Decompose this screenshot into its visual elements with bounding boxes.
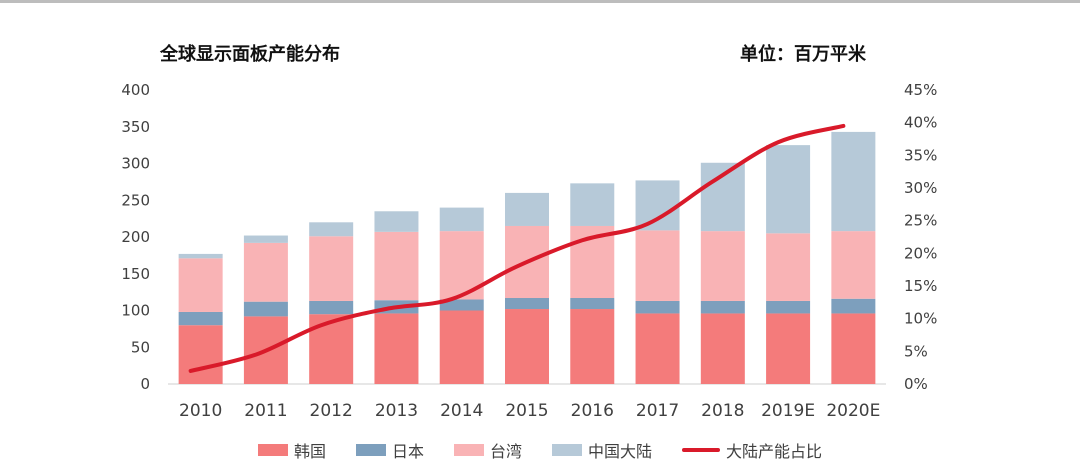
x-axis-tick-label: 2011: [244, 401, 287, 421]
bar-segment: [831, 231, 876, 299]
bar-segment: [505, 192, 549, 226]
chart-title: 全球显示面板产能分布: [160, 44, 340, 65]
bar-segment: [243, 301, 288, 317]
x-axis-tick-label: 2014: [440, 401, 483, 421]
bar-segment: [374, 313, 419, 384]
bar-segment: [243, 235, 288, 243]
y-axis-tick-label: 350: [121, 118, 150, 136]
bar-segment: [178, 258, 223, 312]
bar-segment: [570, 309, 615, 384]
y2-axis-tick-label: 35%: [904, 146, 937, 164]
chart-legend: 韩国 日本 台湾 中国大陆 大陆产能占比: [0, 438, 1080, 462]
bar-segment: [635, 230, 680, 301]
unit-label: 单位：百万平米: [740, 44, 866, 65]
x-axis-tick-label: 2020E: [826, 401, 880, 421]
bar-segment: [700, 300, 745, 314]
y-axis-tick-label: 0: [140, 375, 150, 393]
bar-segment: [570, 183, 615, 226]
bar-segment: [439, 299, 484, 311]
legend-swatch: [552, 444, 582, 456]
bar-segment: [700, 313, 745, 384]
bar-segment: [178, 253, 223, 259]
bar-segment: [635, 300, 680, 314]
bar-segment: [766, 233, 811, 301]
x-axis-tick-label: 2017: [636, 401, 679, 421]
bar-segment: [374, 211, 419, 232]
legend-label: 大陆产能占比: [726, 442, 823, 461]
y2-axis-tick-label: 45%: [904, 81, 937, 99]
legend-item: 韩国: [257, 438, 326, 462]
legend-swatch: [355, 444, 386, 456]
legend-label: 韩国: [293, 442, 326, 461]
y-axis-tick-label: 250: [121, 191, 150, 209]
y2-axis-tick-label: 30%: [904, 179, 937, 197]
bar-segment: [766, 300, 811, 314]
bar-segment: [374, 231, 419, 301]
x-axis-tick-label: 2010: [179, 401, 222, 421]
bar-segment: [766, 313, 811, 384]
bar-segment: [439, 310, 484, 384]
y2-axis-tick-label: 40%: [904, 114, 937, 132]
bar-segment: [700, 231, 745, 301]
x-axis-tick-label: 2016: [571, 401, 614, 421]
bar-segment: [309, 300, 354, 315]
y2-axis-tick-label: 10%: [904, 310, 937, 328]
legend-swatch: [257, 444, 288, 456]
legend-item: 中国大陆: [552, 438, 652, 462]
legend-label: 中国大陆: [588, 442, 653, 461]
y-axis-tick-label: 300: [121, 155, 150, 173]
bar-segment: [635, 313, 680, 384]
bar-segment: [635, 180, 680, 231]
bar-segment: [439, 207, 484, 232]
y-axis-tick-label: 50: [131, 338, 150, 356]
y-axis-tick-label: 150: [121, 265, 150, 283]
x-axis-tick-label: 2018: [701, 401, 744, 421]
legend-item: 日本: [355, 438, 424, 462]
bar-segment: [831, 131, 876, 232]
bar-segment: [505, 298, 549, 310]
y2-axis-tick-label: 25%: [904, 212, 937, 230]
bar-segment: [570, 298, 615, 310]
bar-segment: [309, 314, 354, 384]
x-axis-tick-label: 2013: [375, 401, 418, 421]
y2-axis-tick-label: 0%: [904, 375, 928, 393]
legend-label: 日本: [391, 442, 424, 461]
y-axis-tick-label: 200: [121, 228, 150, 246]
bar-segment: [831, 298, 876, 314]
y2-axis-tick-label: 5%: [904, 342, 928, 360]
bar-segment: [766, 145, 811, 234]
x-axis-tick-label: 2019E: [761, 401, 815, 421]
y-axis-tick-label: 100: [121, 302, 150, 320]
y-axis-tick-label: 400: [121, 81, 150, 99]
bar-segment: [505, 309, 549, 384]
bar-segment: [243, 242, 288, 302]
bar-segment: [178, 311, 223, 326]
legend-label: 台湾: [489, 442, 522, 461]
legend-swatch: [682, 448, 721, 452]
y2-axis-tick-label: 20%: [904, 244, 937, 262]
x-axis-tick-label: 2015: [505, 401, 548, 421]
bar-segment: [831, 313, 876, 384]
bar-segment: [309, 236, 354, 301]
top-border-line: [0, 0, 1080, 3]
bar-segment: [178, 325, 223, 384]
y2-axis-tick-label: 15%: [904, 277, 937, 295]
legend-item: 大陆产能占比: [682, 438, 822, 462]
bar-segment: [309, 222, 354, 237]
legend-swatch: [453, 444, 484, 456]
legend-item: 台湾: [453, 438, 522, 462]
x-axis-tick-label: 2012: [310, 401, 353, 421]
